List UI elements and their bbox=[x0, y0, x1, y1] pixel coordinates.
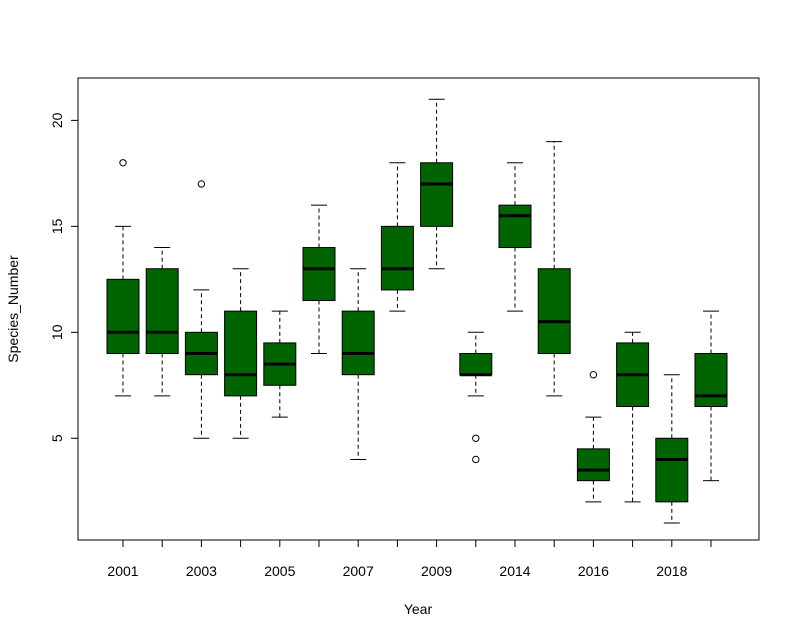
box-iqr bbox=[655, 437, 689, 503]
outlier-point bbox=[472, 434, 480, 442]
box-group-2002 bbox=[145, 247, 179, 397]
x-axis: 2001 2003 2005 2007 2009 2014 2016 2018 bbox=[107, 539, 712, 579]
box-iqr bbox=[459, 353, 493, 376]
box-group-2003 bbox=[184, 180, 218, 439]
box-group-2009 bbox=[420, 98, 454, 270]
x-tick-label: 2018 bbox=[656, 563, 687, 579]
box-group-2010 bbox=[459, 331, 493, 464]
outlier-point bbox=[589, 370, 598, 379]
x-tick-label: 2005 bbox=[264, 563, 295, 579]
y-tick-label: 5 bbox=[49, 434, 65, 442]
box-group-2015 bbox=[537, 141, 571, 397]
boxes-layer bbox=[106, 98, 728, 524]
box-group-2018 bbox=[655, 374, 689, 524]
x-tick-label: 2009 bbox=[421, 563, 452, 579]
box-iqr bbox=[106, 278, 140, 355]
box-group-2016 bbox=[576, 370, 610, 503]
x-tick-label: 2007 bbox=[343, 563, 374, 579]
box-group-2014 bbox=[498, 162, 532, 312]
x-tick-label: 2014 bbox=[499, 563, 530, 579]
outlier-point bbox=[472, 455, 480, 464]
outlier-point bbox=[197, 180, 206, 188]
box-group-2017 bbox=[616, 331, 650, 503]
box-iqr bbox=[145, 268, 179, 355]
box-iqr bbox=[380, 225, 414, 291]
y-tick-label: 20 bbox=[49, 112, 65, 128]
box-iqr bbox=[341, 310, 375, 376]
x-tick-label: 2001 bbox=[107, 563, 138, 579]
box-iqr bbox=[576, 448, 610, 482]
box-iqr bbox=[420, 162, 454, 227]
y-axis-title: Species_Number bbox=[5, 255, 21, 363]
y-tick-label: 10 bbox=[49, 324, 65, 340]
box-iqr bbox=[498, 204, 532, 249]
box-group-2006 bbox=[302, 204, 336, 355]
box-iqr bbox=[302, 247, 336, 302]
box-iqr bbox=[694, 353, 728, 407]
box-iqr bbox=[537, 268, 571, 355]
box-group-2005 bbox=[263, 310, 297, 418]
box-iqr bbox=[224, 310, 258, 397]
box-group-2007 bbox=[341, 268, 375, 460]
box-group-2019 bbox=[694, 310, 728, 482]
y-axis: 5 10 15 20 bbox=[49, 112, 79, 442]
x-axis-title: Year bbox=[404, 601, 433, 617]
box-group-2008 bbox=[380, 162, 414, 312]
x-tick-label: 2003 bbox=[186, 563, 217, 579]
box-group-2001 bbox=[106, 159, 140, 397]
y-tick-label: 15 bbox=[49, 218, 65, 234]
outlier-point bbox=[119, 159, 127, 167]
x-tick-label: 2016 bbox=[578, 563, 609, 579]
box-group-2004 bbox=[224, 268, 258, 439]
